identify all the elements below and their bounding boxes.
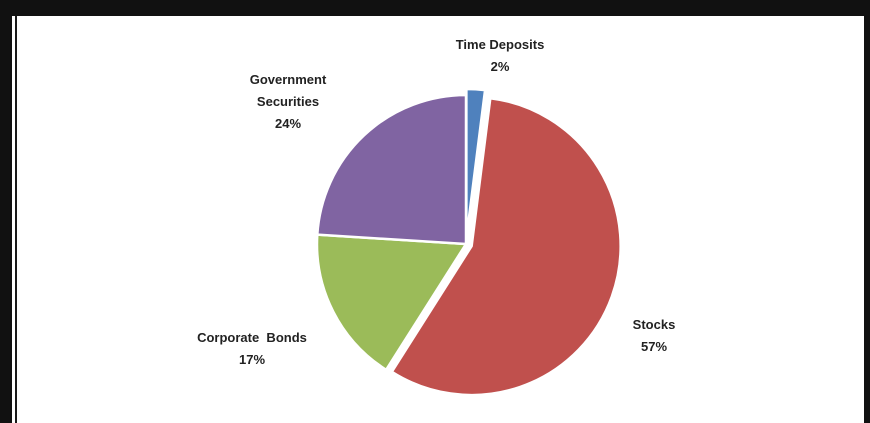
left-border-rule (15, 16, 17, 423)
pie-slice-government-securities (316, 93, 468, 246)
data-label-category: Stocks (633, 317, 676, 332)
data-label-percent: 17% (239, 352, 265, 367)
data-label-time-deposits: Time Deposits 2% (456, 37, 545, 74)
data-label-corporate-bonds: Corporate Bonds 17% (197, 330, 307, 367)
pie-slice-stocks (390, 96, 622, 397)
data-label-percent: 2% (491, 59, 510, 74)
data-label-government-securities: Government Securities 24% (250, 72, 327, 131)
data-label-category: Time Deposits (456, 37, 545, 52)
pie-slice-corporate-bonds (315, 233, 468, 372)
right-border (864, 16, 870, 423)
left-border (0, 16, 12, 423)
left-border-gap (12, 16, 15, 423)
data-label-category: Securities (257, 94, 319, 109)
data-label-stocks: Stocks 57% (633, 317, 676, 354)
data-label-category: Corporate Bonds (197, 330, 307, 345)
pie-slice-time-deposits (465, 87, 487, 240)
top-border (0, 0, 870, 16)
data-label-category: Government (250, 72, 327, 87)
data-label-percent: 57% (641, 339, 667, 354)
data-label-percent: 24% (275, 116, 301, 131)
